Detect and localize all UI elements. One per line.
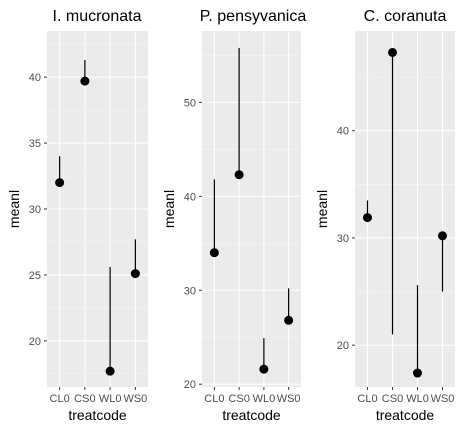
panel-1: 20 25 30 35 40 CL0 CS0 WL0 WS0 I. mucronata treatc… [6, 8, 148, 423]
x-tick-label: CL0 [357, 393, 377, 405]
panel-title: P. pensyvanica [200, 8, 307, 25]
panel-2: 20 30 40 50 CL0 CS0 WL0 WS0 P. pensyvanica treatc… [161, 8, 306, 423]
y-tick-label: 40 [184, 191, 196, 203]
x-tick-label: WS0 [431, 393, 455, 405]
data-point [259, 364, 269, 374]
y-axis-label: meanl [314, 190, 330, 228]
y-tick-label: 20 [337, 340, 349, 352]
y-axis-label: meanl [161, 190, 177, 228]
y-axis-label: meanl [6, 190, 22, 228]
y-tick-label: 40 [337, 126, 349, 138]
x-axis-label: treatcode [376, 407, 435, 423]
data-point [55, 178, 65, 188]
panel-3: 20 30 40 CL0 CS0 WL0 WS0 C. coranuta treatcode me… [314, 8, 455, 423]
y-tick-label: 30 [184, 285, 196, 297]
x-axis-label: treatcode [68, 407, 127, 423]
x-tick-label: WL0 [406, 393, 429, 405]
panel-background [202, 31, 301, 387]
data-point [284, 315, 294, 325]
x-tick-label: CL0 [204, 393, 224, 405]
data-point [130, 269, 140, 279]
x-tick-label: WS0 [277, 393, 301, 405]
panel-title: I. mucronata [53, 8, 142, 25]
y-tick-label: 35 [29, 138, 41, 150]
x-tick-label: CS0 [382, 393, 403, 405]
x-tick-label: CL0 [50, 393, 70, 405]
data-point [209, 248, 219, 258]
data-point [80, 76, 90, 86]
data-point [234, 170, 244, 180]
data-point [438, 231, 447, 241]
x-axis-label: treatcode [222, 407, 281, 423]
x-tick-label: CS0 [74, 393, 95, 405]
x-tick-label: WL0 [253, 393, 276, 405]
y-tick-label: 30 [29, 204, 41, 216]
data-point [413, 368, 422, 378]
data-point [105, 366, 115, 376]
x-tick-label: WS0 [123, 393, 147, 405]
data-point [388, 47, 397, 57]
y-tick-label: 25 [29, 270, 41, 282]
data-point [363, 213, 372, 223]
y-tick-label: 20 [29, 336, 41, 348]
y-tick-label: 40 [29, 72, 41, 84]
y-tick-label: 50 [184, 97, 196, 109]
y-tick-label: 20 [184, 379, 196, 391]
panel-title: C. coranuta [364, 8, 447, 25]
y-tick-label: 30 [337, 233, 349, 245]
x-tick-label: CS0 [228, 393, 249, 405]
panel-background [355, 31, 455, 387]
x-tick-label: WL0 [99, 393, 122, 405]
